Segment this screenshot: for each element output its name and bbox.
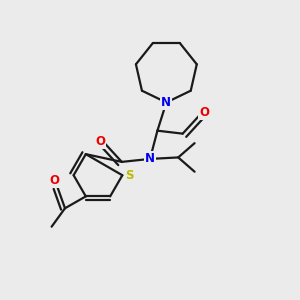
Text: O: O [95,135,105,148]
Text: O: O [50,174,60,188]
Text: O: O [200,106,209,119]
Text: S: S [125,169,134,182]
Text: N: N [161,96,171,109]
Text: N: N [145,152,155,165]
